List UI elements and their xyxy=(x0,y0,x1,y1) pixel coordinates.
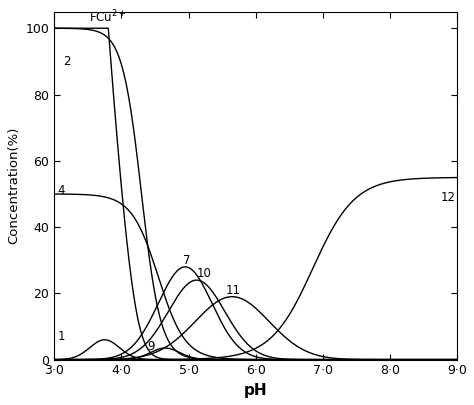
Text: 2: 2 xyxy=(63,55,71,68)
Text: FCu$^{2+}$: FCu$^{2+}$ xyxy=(89,9,127,25)
X-axis label: pH: pH xyxy=(244,383,267,398)
Text: 4: 4 xyxy=(58,184,65,197)
Text: 11: 11 xyxy=(226,284,240,296)
Text: 1: 1 xyxy=(58,330,65,343)
Text: 7: 7 xyxy=(183,254,191,267)
Y-axis label: Concentration(%): Concentration(%) xyxy=(7,127,20,244)
Text: 9: 9 xyxy=(147,340,155,353)
Text: 10: 10 xyxy=(197,267,211,280)
Text: 12: 12 xyxy=(440,191,456,204)
